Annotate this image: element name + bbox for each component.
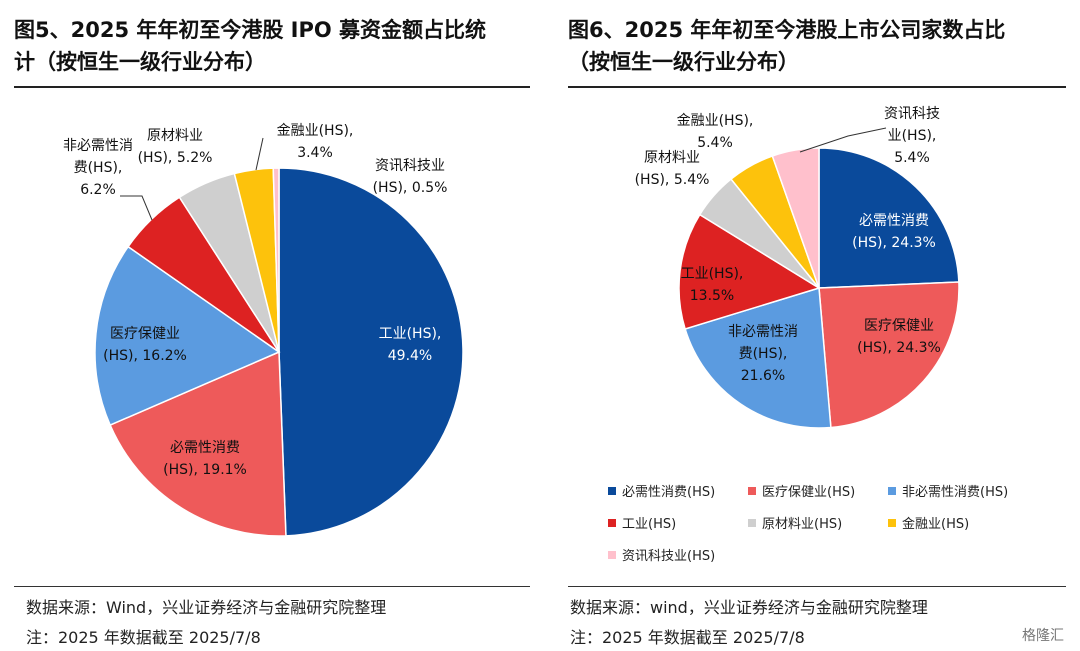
right-legend-label-必需性消费: 必需性消费(HS) [622,485,715,500]
right-label-非必需性消费: 非必需性消费(HS), 21.6% [728,324,798,384]
left-slice-必需性消费 [109,350,287,537]
right-legend-swatch-医疗保健业 [748,487,756,495]
right-title: 图6、2025 年年初至今港股上市公司家数占比 （按恒生一级行业分布） [568,14,1073,78]
right-legend-item-非必需性消费: 非必需性消费(HS) [888,485,1008,500]
right-top-rule [568,86,1066,88]
left-label-原材料业: 原材料业(HS), 5.2% [138,128,213,166]
left-title: 图5、2025 年年初至今港股 IPO 募资金额占比统 计（按恒生一级行业分布） [14,14,529,78]
right-source: 数据来源：wind，兴业证券经济与金融研究院整理 [570,598,928,617]
left-note: 注：2025 年数据截至 2025/7/8 [26,628,261,647]
left-bottom-rule [14,586,530,587]
right-legend-label-金融业: 金融业(HS) [902,516,969,532]
right-pie-chart: 必需性消费(HS), 24.3% 医疗保健业(HS), 24.3% 非必需性消费(H… [608,106,1008,564]
right-slice-医疗保健业 [818,281,960,429]
right-label-金融业: 金融业(HS), 5.4% [677,113,754,151]
right-legend-item-资讯科技业: 资讯科技业(HS) [608,549,715,564]
left-slice-资讯科技业 [272,167,280,353]
right-legend-label-医疗保健业: 医疗保健业(HS) [762,485,855,500]
left-source: 数据来源：Wind，兴业证券经济与金融研究院整理 [26,598,387,617]
right-legend-swatch-工业 [608,519,616,527]
right-title-line1: 图6、2025 年年初至今港股上市公司家数占比 [568,18,1006,42]
left-slice-医疗保健业 [94,245,281,427]
right-legend-swatch-原材料业 [748,519,756,527]
left-leader-非必需性消费 [120,195,153,221]
right-label-资讯科技业: 资讯科技业(HS), 5.4% [884,106,940,166]
right-legend-item-工业: 工业(HS) [608,517,676,532]
left-pie-chart: 工业(HS), 49.4% 必需性消费(HS), 19.1% 医疗保健业(HS), 1… [63,123,464,537]
left-slice-工业 [278,167,464,537]
right-legend-item-原材料业: 原材料业(HS) [748,517,842,532]
right-title-line2: （按恒生一级行业分布） [568,50,799,74]
right-legend-swatch-非必需性消费 [888,487,896,495]
right-slice-资讯科技业 [771,147,820,289]
right-slice-必需性消费 [818,147,960,289]
right-label-医疗保健业: 医疗保健业(HS), 24.3% [857,318,941,356]
left-label-资讯科技业: 资讯科技业(HS), 0.5% [373,158,448,196]
right-legend-swatch-资讯科技业 [608,551,616,559]
left-top-rule [14,86,530,88]
left-title-line1: 图5、2025 年年初至今港股 IPO 募资金额占比统 [14,18,487,42]
right-legend-item-医疗保健业: 医疗保健业(HS) [748,485,855,500]
right-label-工业: 工业(HS), 13.5% [681,266,744,304]
right-note: 注：2025 年数据截至 2025/7/8 [570,628,805,647]
left-panel: 图5、2025 年年初至今港股 IPO 募资金额占比统 计（按恒生一级行业分布）… [14,14,530,647]
right-legend-label-非必需性消费: 非必需性消费(HS) [902,485,1008,500]
left-label-非必需性消费: 非必需性消费(HS), 6.2% [63,138,133,198]
right-label-原材料业: 原材料业(HS), 5.4% [635,150,710,188]
left-title-line2: 计（按恒生一级行业分布） [14,50,266,74]
right-leader-资讯科技业 [799,127,887,153]
right-slice-非必需性消费 [684,287,832,429]
left-leader-金融业 [255,137,264,171]
right-legend-item-必需性消费: 必需性消费(HS) [608,485,715,500]
right-legend-item-金融业: 金融业(HS) [888,516,969,532]
left-label-工业: 工业(HS), 49.4% [379,326,442,364]
right-bottom-rule [568,586,1066,587]
right-legend-label-资讯科技业: 资讯科技业(HS) [622,549,715,564]
right-legend-swatch-必需性消费 [608,487,616,495]
right-label-必需性消费: 必需性消费(HS), 24.3% [852,213,936,251]
left-label-金融业: 金融业(HS), 3.4% [277,123,354,161]
left-label-必需性消费: 必需性消费(HS), 19.1% [163,440,247,478]
right-slice-工业 [678,213,821,330]
right-panel: 图6、2025 年年初至今港股上市公司家数占比 （按恒生一级行业分布） 必需性消… [552,0,1080,651]
watermark-logo: 格隆汇 [1022,628,1064,644]
right-legend-swatch-金融业 [888,519,896,527]
right-legend-label-原材料业: 原材料业(HS) [762,517,842,532]
left-label-医疗保健业: 医疗保健业(HS), 16.2% [103,326,187,364]
right-legend-label-工业: 工业(HS) [622,517,676,532]
